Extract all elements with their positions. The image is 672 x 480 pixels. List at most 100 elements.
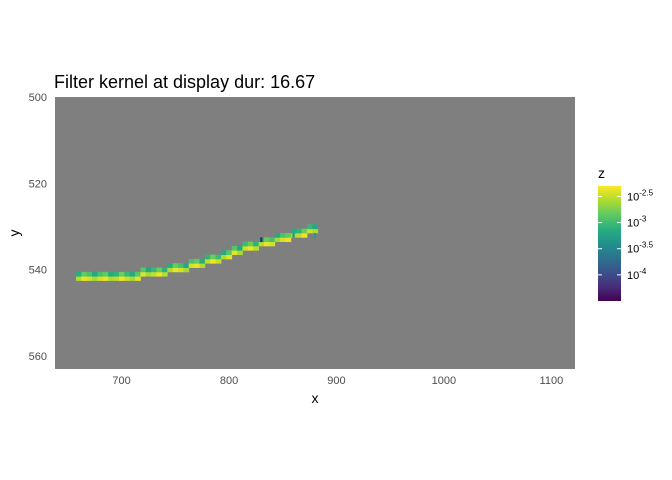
heatmap-cell: [108, 276, 114, 281]
heatmap-cell: [199, 263, 206, 268]
heatmap-cell: [129, 276, 136, 281]
y-axis-label: y: [6, 230, 22, 237]
heatmap-cell: [274, 233, 281, 238]
heatmap-cells: [75, 224, 319, 281]
chart-title: Filter kernel at display dur: 16.67: [54, 72, 315, 92]
heatmap-cell: [204, 258, 211, 264]
heatmap-cell: [156, 271, 163, 277]
y-tick-label: 520: [29, 178, 47, 190]
y-tick-label: 560: [29, 351, 47, 363]
heatmap-cell-outlier: [313, 233, 317, 238]
color-legend: z 10-2.5 10-3 10-3.5 10-4: [598, 165, 654, 301]
heatmap-cell: [237, 250, 243, 255]
heatmap-cell: [135, 271, 141, 277]
heatmap-cell: [263, 237, 270, 243]
heatmap-cell: [118, 271, 125, 277]
heatmap-cell: [161, 271, 168, 277]
heatmap-cell: [86, 276, 93, 281]
heatmap-cell: [97, 271, 104, 277]
heatmap-cell: [237, 245, 243, 251]
heatmap-cell: [280, 237, 286, 243]
heatmap-cell: [220, 250, 227, 255]
heatmap-cell: [269, 237, 276, 243]
y-axis-ticks: 500 520 540 560: [29, 92, 47, 363]
y-tick-label: 500: [29, 92, 47, 104]
x-axis-label: x: [312, 390, 319, 406]
heatmap-cell: [124, 276, 131, 281]
heatmap-cell: [306, 224, 313, 230]
heatmap-cell: [312, 224, 319, 230]
heatmap-cell: [194, 258, 200, 264]
heatmap-cell: [118, 276, 125, 281]
legend-tick-label: 10-4: [627, 267, 647, 282]
heatmap-cell: [312, 228, 319, 234]
heatmap-cell: [113, 271, 120, 277]
heatmap-cell: [140, 267, 147, 273]
heatmap-cell: [247, 241, 254, 247]
heatmap-cell: [86, 271, 93, 277]
legend-tick-label: 10-2.5: [627, 188, 654, 203]
legend-ticks: 10-2.5 10-3 10-3.5 10-4: [598, 188, 654, 282]
heatmap-cell: [135, 276, 141, 281]
heatmap-cell: [188, 263, 195, 268]
heatmap-cell: [183, 267, 190, 273]
heatmap-cell-outlier: [260, 237, 263, 243]
y-tick-label: 540: [29, 265, 47, 277]
heatmap-cell: [188, 258, 195, 264]
heatmap-cell: [151, 267, 157, 273]
heatmap-cell: [75, 271, 82, 277]
x-axis-ticks: 700 800 900 1000 1100: [112, 375, 563, 387]
heatmap-cell: [172, 267, 179, 273]
heatmap-cell: [280, 233, 286, 238]
heatmap-cell: [226, 250, 233, 255]
heatmap-cell-outlier: [292, 233, 295, 238]
heatmap-cell: [124, 271, 131, 277]
heatmap-cell: [81, 276, 88, 281]
heatmap-cell: [97, 276, 104, 281]
heatmap-cell: [306, 228, 313, 234]
heatmap-cell: [161, 267, 168, 273]
heatmap-cell: [194, 263, 200, 268]
heatmap-cell: [296, 228, 302, 234]
heatmap-cell: [145, 271, 152, 277]
heatmap-cell: [102, 276, 109, 281]
heatmap-cell: [178, 267, 184, 273]
heatmap-cell: [220, 254, 227, 260]
heatmap-cell: [253, 241, 259, 247]
heatmap-cell: [81, 271, 88, 277]
heatmap-cell: [231, 245, 238, 251]
legend-title: z: [598, 165, 605, 181]
heatmap-cell: [215, 254, 222, 260]
heatmap-cell: [156, 267, 163, 273]
heatmap-cell: [167, 267, 174, 273]
heatmap-cell: [290, 228, 297, 234]
heatmap-cell: [242, 245, 249, 251]
heatmap-cell: [178, 263, 184, 268]
heatmap-cell: [199, 258, 206, 264]
x-tick-label: 800: [220, 375, 238, 387]
heatmap-cell: [301, 233, 308, 238]
heatmap-cell: [167, 263, 174, 268]
heatmap-cell: [210, 258, 217, 264]
heatmap-cell: [285, 237, 292, 243]
heatmap-cell: [215, 258, 222, 264]
x-tick-label: 700: [112, 375, 130, 387]
legend-colorbar: [598, 186, 621, 301]
heatmap-cell: [269, 241, 276, 247]
legend-tick-label: 10-3: [627, 215, 647, 230]
heatmap-cell: [140, 271, 147, 277]
x-tick-label: 1000: [432, 375, 456, 387]
heatmap-cell: [285, 233, 292, 238]
heatmap-cell: [226, 254, 233, 260]
heatmap-cell: [274, 237, 281, 243]
heatmap-cell: [183, 263, 190, 268]
heatmap-cell: [258, 241, 265, 247]
heatmap-cell: [102, 271, 109, 277]
heatmap-cell: [204, 254, 211, 260]
heatmap-cell: [296, 233, 302, 238]
heatmap-cell: [210, 254, 217, 260]
heatmap-cell: [301, 228, 308, 234]
heatmap-cell: [231, 250, 238, 255]
heatmap-cell: [113, 276, 120, 281]
